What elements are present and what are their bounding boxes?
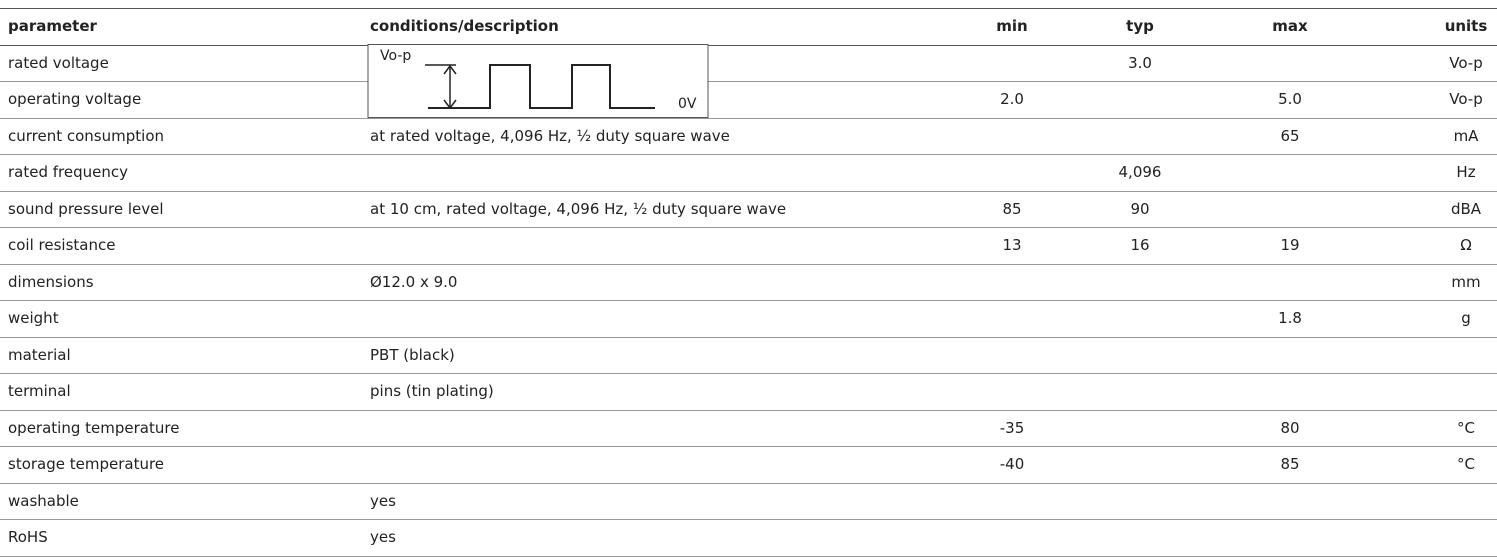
conditions-cell: at rated voltage, 4,096 Hz, ½ duty squar… — [370, 126, 730, 145]
max-cell: 80 — [1280, 418, 1300, 437]
parameter-cell: RoHS — [8, 528, 48, 546]
units-cell: Vo-p — [1449, 90, 1483, 108]
parameter-cell: coil resistance — [8, 236, 116, 254]
header-cell: conditions/description — [370, 17, 559, 35]
header-border — [0, 44, 1497, 46]
parameter-cell: current consumption — [8, 126, 164, 145]
max-cell: 65 — [1280, 126, 1300, 145]
row-border — [0, 227, 1497, 228]
max-cell: 1.8 — [1278, 309, 1302, 327]
typ-cell: 90 — [1130, 199, 1150, 218]
max-cell: 5.0 — [1278, 90, 1302, 108]
units-cell: mA — [1453, 126, 1479, 145]
parameter-cell: washable — [8, 491, 79, 510]
row-border — [0, 336, 1497, 338]
conditions-cell: at 10 cm, rated voltage, 4,096 Hz, ½ dut… — [370, 199, 787, 218]
max-cell: 85 — [1280, 455, 1300, 473]
typ-cell: 3.0 — [1128, 53, 1152, 72]
min-cell: 2.0 — [1000, 90, 1024, 108]
min-cell: 13 — [1002, 236, 1022, 254]
units-cell: mm — [1451, 272, 1481, 291]
parameter-cell: terminal — [8, 382, 71, 400]
table-top-border — [0, 8, 1497, 9]
row-border — [0, 81, 1497, 82]
min-cell: -35 — [999, 418, 1025, 437]
units-cell: °C — [1457, 418, 1475, 437]
parameter-cell: rated voltage — [8, 53, 109, 72]
bottom-label: 0V — [678, 96, 697, 112]
arrow-heads — [443, 64, 457, 110]
typ-cell: 16 — [1130, 236, 1150, 254]
conditions-cell: yes — [370, 491, 396, 510]
header-cell: typ — [1126, 17, 1154, 35]
min-cell: -40 — [999, 455, 1025, 473]
parameter-cell: weight — [8, 309, 59, 327]
parameter-cell: storage temperature — [8, 455, 165, 473]
parameter-cell: material — [8, 345, 71, 364]
row-border — [0, 263, 1497, 265]
row-border — [0, 519, 1497, 520]
row-border — [0, 409, 1497, 411]
row-border — [0, 300, 1497, 301]
row-border — [0, 190, 1497, 192]
header-cell: min — [996, 17, 1028, 35]
typ-cell: 4,096 — [1118, 163, 1162, 181]
row-border — [0, 117, 1497, 119]
conditions-cell: Ø12.0 x 9.0 — [370, 272, 458, 291]
conditions-cell: yes — [370, 528, 396, 546]
header-cell: parameter — [8, 17, 97, 35]
min-cell: 85 — [1002, 199, 1022, 218]
units-cell: dBA — [1450, 199, 1482, 218]
parameter-cell: sound pressure level — [8, 199, 164, 218]
units-cell: Ω — [1460, 236, 1472, 254]
conditions-cell: pins (tin plating) — [370, 382, 494, 400]
row-border — [0, 373, 1497, 374]
max-cell: 19 — [1280, 236, 1300, 254]
square-wave — [428, 64, 655, 109]
row-border — [0, 482, 1497, 484]
units-cell: °C — [1457, 455, 1475, 473]
conditions-cell: PBT (black) — [370, 345, 455, 364]
units-cell: Vo-p — [1449, 53, 1483, 72]
header-cell: max — [1272, 17, 1308, 35]
units-cell: g — [1461, 309, 1471, 327]
top-label: Vo-p — [380, 48, 411, 64]
row-border — [0, 446, 1497, 447]
units-cell: Hz — [1456, 163, 1476, 181]
parameter-cell: operating voltage — [8, 90, 142, 108]
parameter-cell: rated frequency — [8, 163, 128, 181]
header-cell: units — [1444, 17, 1488, 35]
row-border — [0, 154, 1497, 155]
parameter-cell: operating temperature — [8, 418, 180, 437]
parameter-cell: dimensions — [8, 272, 94, 291]
